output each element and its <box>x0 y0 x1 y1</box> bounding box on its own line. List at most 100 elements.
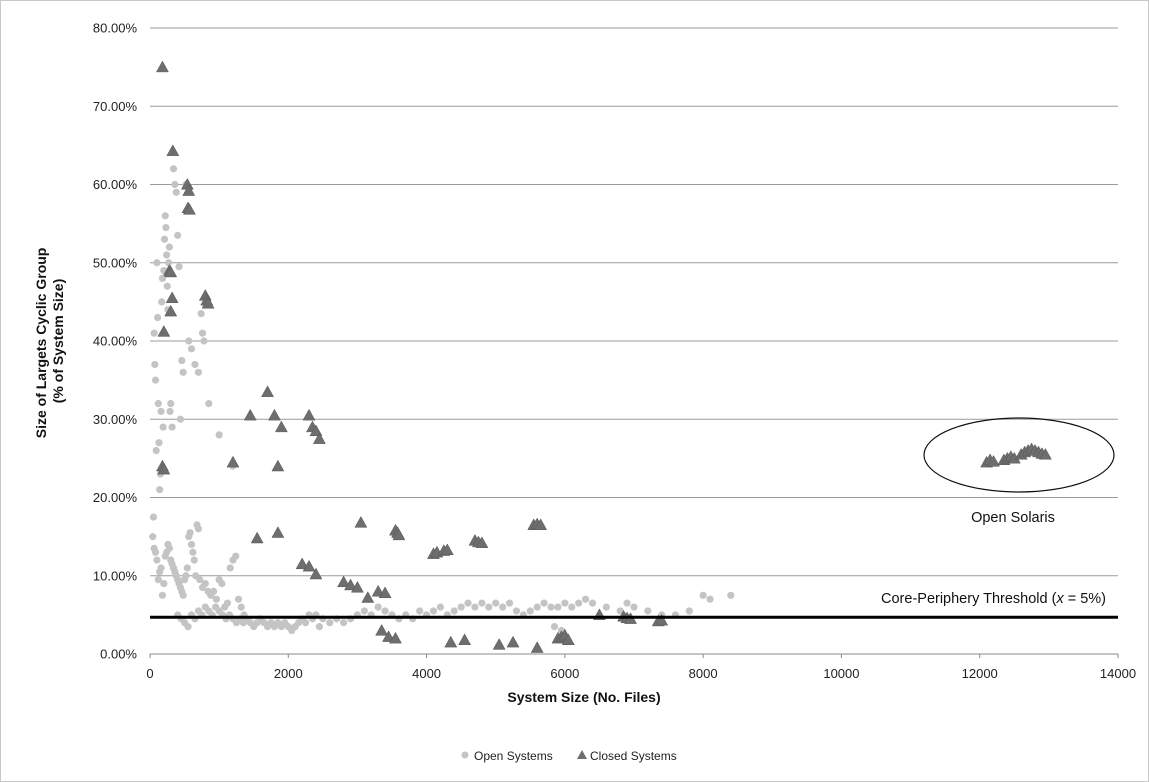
open-system-point <box>526 607 534 615</box>
closed-systems-series <box>156 60 1052 653</box>
y-tick-label: 0.00% <box>100 647 137 662</box>
closed-system-point <box>164 265 178 278</box>
y-axis-title-line-2: (% of System Size) <box>50 279 66 403</box>
y-axis-ticks: 0.00% 10.00% 20.00% 30.00% 40.00% 50.00% 60.00… <box>93 21 138 662</box>
open-system-point <box>161 212 169 220</box>
open-system-point <box>232 552 240 560</box>
open-system-point <box>183 564 191 572</box>
open-system-point <box>178 356 186 365</box>
closed-system-point <box>534 518 548 530</box>
open-system-point <box>602 603 610 611</box>
y-tick-label: 50.00% <box>93 255 138 270</box>
open-system-point <box>485 603 493 611</box>
open-system-point <box>381 607 389 615</box>
open-system-point <box>179 368 187 376</box>
open-system-point <box>212 595 220 603</box>
y-axis-title-line-1: Size of Largets Cyclic Group <box>33 248 49 439</box>
open-system-point <box>644 607 652 615</box>
open-system-point <box>226 564 234 572</box>
open-system-point <box>152 446 160 455</box>
open-system-point <box>218 579 226 588</box>
open-system-point <box>149 533 157 541</box>
legend-open-label: Open Systems <box>474 749 553 763</box>
open-system-point <box>727 591 735 599</box>
open-system-point <box>154 576 162 584</box>
closed-system-point <box>309 567 323 580</box>
open-system-point <box>185 337 193 345</box>
closed-system-point <box>344 578 357 591</box>
open-system-point <box>416 607 424 615</box>
x-tick-label: 6000 <box>550 666 579 681</box>
open-system-point <box>450 607 458 615</box>
closed-system-point <box>337 575 351 588</box>
open-system-point <box>157 564 165 572</box>
closed-system-point <box>157 462 171 475</box>
y-tick-label: 20.00% <box>93 490 138 505</box>
x-tick-label: 14000 <box>1100 666 1136 681</box>
closed-system-point <box>182 203 196 215</box>
open-system-point <box>187 345 196 353</box>
open-system-point <box>159 423 167 431</box>
open-system-point <box>149 513 158 521</box>
closed-system-point <box>182 184 196 196</box>
x-tick-label: 8000 <box>689 666 718 681</box>
threshold-label-prefix: Core-Periphery Threshold ( <box>881 591 1057 607</box>
y-tick-label: 80.00% <box>93 21 138 36</box>
closed-system-point <box>492 638 506 650</box>
closed-system-point <box>302 559 316 572</box>
closed-system-point <box>302 408 316 421</box>
closed-system-point <box>166 144 180 156</box>
open-system-point <box>568 603 576 611</box>
open-system-point <box>184 623 192 631</box>
open-system-point <box>198 329 207 337</box>
threshold-label: Core-Periphery Threshold (x = 5%) <box>881 591 1106 607</box>
closed-system-point <box>271 459 285 472</box>
y-tick-label: 30.00% <box>93 412 138 427</box>
open-system-point <box>200 337 208 345</box>
open-system-point <box>168 423 176 431</box>
open-system-point <box>492 599 500 607</box>
open-system-point <box>190 556 198 564</box>
open-system-point <box>315 623 323 631</box>
legend: Open Systems Closed Systems <box>461 749 677 763</box>
open-system-point <box>575 599 583 607</box>
open-systems-series <box>149 165 735 635</box>
open-system-point <box>237 603 245 611</box>
open-system-point <box>505 599 514 607</box>
open-system-point <box>374 603 382 611</box>
x-tick-label: 12000 <box>962 666 998 681</box>
open-system-point <box>436 603 444 611</box>
open-system-point <box>155 439 163 447</box>
open-system-point <box>582 595 590 603</box>
open-system-point <box>630 603 638 611</box>
open-system-point <box>182 572 190 580</box>
open-system-point <box>457 603 465 611</box>
open-system-point <box>234 595 243 603</box>
open-system-point <box>156 486 164 494</box>
open-system-point <box>151 360 159 369</box>
closed-system-point <box>261 385 274 397</box>
closed-system-point <box>987 454 1000 467</box>
closed-system-point <box>312 432 326 444</box>
open-system-point <box>201 579 209 588</box>
open-system-point <box>191 360 199 369</box>
closed-system-point <box>271 526 285 538</box>
closed-system-point <box>361 591 375 603</box>
threshold-label-suffix: = 5%) <box>1064 591 1106 607</box>
y-tick-label: 60.00% <box>93 177 138 192</box>
open-system-point <box>215 431 223 439</box>
open-system-point <box>162 251 171 259</box>
open-system-point <box>186 529 194 537</box>
x-tick-label: 4000 <box>412 666 441 681</box>
open-system-point <box>151 376 160 384</box>
closed-system-point <box>157 325 171 337</box>
open-system-point <box>171 180 179 189</box>
open-system-point <box>326 619 334 627</box>
closed-system-point <box>201 296 215 309</box>
closed-system-point <box>274 420 288 433</box>
closed-system-point <box>530 641 544 653</box>
closed-system-point <box>561 633 575 645</box>
closed-system-point <box>440 543 454 555</box>
open-system-point <box>151 548 160 556</box>
